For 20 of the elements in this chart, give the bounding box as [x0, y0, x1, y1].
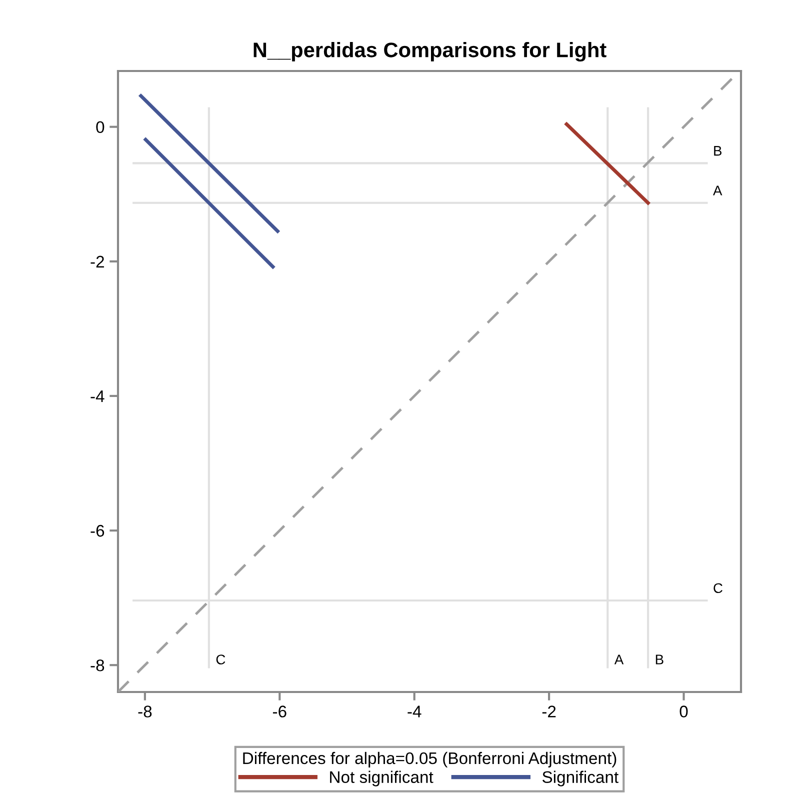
ref-line-label: C — [216, 654, 226, 664]
ref-line-label: A — [614, 654, 624, 664]
chart-title: N__perdidas Comparisons for Light — [254, 42, 606, 62]
y-tick-label: 0 — [96, 121, 104, 134]
ref-line-label: A — [712, 186, 722, 196]
y-tick-label: -2 — [90, 256, 104, 268]
legend-title: Differences for alpha=0.05 (Bonferroni Adjustment) — [243, 752, 616, 768]
x-tick-label: -2 — [542, 706, 556, 718]
x-tick-label: 0 — [680, 706, 688, 718]
y-tick-label: -4 — [90, 390, 104, 402]
ref-line-label: B — [714, 146, 722, 156]
x-tick-label: -8 — [138, 706, 152, 718]
ref-line-label: B — [656, 654, 664, 664]
y-tick-label: -8 — [90, 659, 104, 672]
legend-label: Significant — [542, 770, 618, 786]
legend-label: Not significant — [330, 770, 434, 786]
ref-line-label: C — [714, 583, 722, 594]
y-tick-label: -6 — [90, 524, 104, 537]
x-tick-label: -6 — [272, 706, 286, 718]
x-tick-label: -4 — [408, 706, 422, 718]
